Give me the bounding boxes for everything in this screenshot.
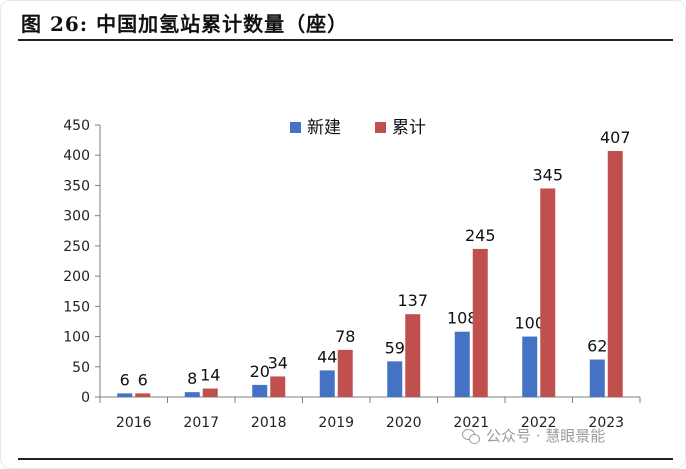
- bar-cumulative: [337, 349, 353, 397]
- bar-cumulative: [540, 188, 556, 397]
- bar-cumulative: [405, 314, 421, 397]
- wechat-icon: [462, 428, 480, 444]
- title-rule: [18, 39, 673, 41]
- data-label: 6: [138, 370, 148, 389]
- y-tick-label: 350: [63, 178, 90, 194]
- data-label: 137: [397, 291, 428, 310]
- legend-label-cumulative: 累计: [392, 118, 426, 138]
- bottom-rule: [18, 458, 673, 460]
- bar-new: [184, 392, 200, 397]
- y-tick-label: 50: [72, 360, 90, 376]
- data-label: 407: [600, 128, 631, 147]
- y-tick-label: 0: [81, 390, 90, 406]
- data-label: 6: [120, 370, 130, 389]
- bar-cumulative: [135, 393, 151, 397]
- x-tick-label: 2021: [453, 415, 489, 431]
- data-label: 62: [587, 337, 607, 356]
- legend-swatch-new: [290, 122, 301, 133]
- x-tick-label: 2017: [183, 415, 219, 431]
- data-label: 100: [514, 314, 545, 333]
- y-tick-label: 300: [63, 209, 90, 225]
- y-tick-label: 250: [63, 239, 90, 255]
- y-tick-label: 200: [63, 269, 90, 285]
- x-tick-label: 2020: [386, 415, 422, 431]
- y-tick-label: 100: [63, 330, 90, 346]
- x-tick-label: 2019: [318, 415, 354, 431]
- bar-new: [522, 336, 538, 397]
- data-label: 59: [385, 338, 405, 357]
- data-label: 8: [187, 369, 197, 388]
- legend-swatch-cumulative: [375, 122, 386, 133]
- watermark: 公众号 · 慧眼景能: [462, 425, 605, 446]
- x-tick-label: 2022: [521, 415, 557, 431]
- data-label: 245: [465, 226, 496, 245]
- bar-cumulative: [202, 388, 218, 397]
- bar-new: [589, 359, 605, 397]
- x-tick-label: 2023: [588, 415, 624, 431]
- bar-new: [454, 331, 470, 397]
- data-label: 44: [317, 347, 337, 366]
- data-label: 14: [200, 366, 220, 385]
- x-tick-label: 2016: [116, 415, 152, 431]
- bar-cumulative: [607, 150, 623, 397]
- y-tick-label: 450: [63, 118, 90, 134]
- y-tick-label: 400: [63, 148, 90, 164]
- bar-cumulative: [472, 248, 488, 397]
- y-tick-label: 150: [63, 299, 90, 315]
- figure-title: 图 26: 中国加氢站累计数量（座）: [21, 12, 349, 36]
- bar-new: [387, 361, 403, 397]
- bar-cumulative: [270, 376, 286, 397]
- x-tick-label: 2018: [251, 415, 287, 431]
- legend-label-new: 新建: [307, 118, 341, 138]
- data-label: 78: [335, 327, 355, 346]
- watermark-text: 公众号 · 慧眼景能: [486, 427, 606, 445]
- data-label: 34: [268, 353, 288, 372]
- data-label: 108: [447, 309, 478, 328]
- data-label: 20: [250, 362, 270, 381]
- bar-new: [319, 370, 335, 397]
- bar-new: [117, 393, 133, 397]
- data-label: 345: [532, 165, 563, 184]
- bar-new: [252, 384, 268, 397]
